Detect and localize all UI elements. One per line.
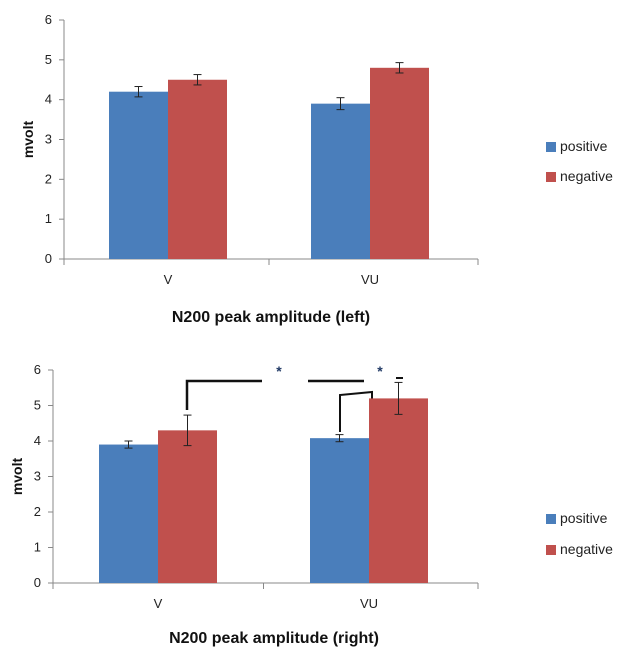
significance-star: * (377, 363, 383, 379)
legend-swatch-positive (546, 142, 556, 152)
bar-negative-vu (369, 398, 428, 583)
y-axis-label: mvolt (9, 457, 25, 495)
bar-positive-vu (310, 438, 369, 583)
x-category-label: VU (360, 596, 378, 611)
significance-bracket-vu-inner (339, 390, 373, 432)
chart-title: N200 peak amplitude (left) (172, 309, 370, 326)
y-tick-label: 0 (34, 575, 41, 590)
x-category-label: V (164, 272, 173, 287)
x-category-label: VU (361, 272, 379, 287)
y-tick-label: 0 (45, 251, 52, 266)
chart-panel-2: 0 1 2 3 4 5 6 V VU mvolt N200 peak amplitude (righ… (9, 362, 613, 647)
y-axis-label: mvolt (20, 120, 36, 158)
bar-positive-v (109, 91, 168, 259)
x-category-label: V (154, 596, 163, 611)
y-tick-label: 6 (34, 362, 41, 377)
legend-label-positive: positive (560, 510, 608, 526)
legend-label-negative: negative (560, 541, 613, 557)
legend-label-positive: positive (560, 138, 608, 154)
y-tick-label: 2 (45, 171, 52, 186)
legend-swatch-negative (546, 172, 556, 182)
y-tick-label: 3 (34, 469, 41, 484)
chart-title: N200 peak amplitude (right) (169, 630, 379, 647)
y-tick-label: 4 (34, 433, 41, 448)
y-tick-label: 6 (45, 12, 52, 27)
chart-panel-1: 0 1 2 3 4 5 6 V VU mvolt N200 peak amplitude (left… (20, 12, 613, 326)
y-tick-label: 5 (34, 398, 41, 413)
bar-negative-v (158, 430, 217, 583)
y-tick-label: 1 (45, 211, 52, 226)
legend-swatch-positive (546, 514, 556, 524)
y-tick-label: 1 (34, 540, 41, 555)
bar-negative-vu (370, 67, 429, 259)
bar-negative-v (168, 79, 227, 259)
legend-label-negative: negative (560, 168, 613, 184)
significance-star: * (276, 363, 282, 379)
y-tick-label: 4 (45, 92, 52, 107)
bar-positive-v (99, 444, 158, 583)
y-tick-label: 2 (34, 504, 41, 519)
y-tick-label: 5 (45, 52, 52, 67)
significance-bracket-v (185, 379, 262, 410)
legend-swatch-negative (546, 545, 556, 555)
bar-positive-vu (311, 103, 370, 260)
y-tick-label: 3 (45, 132, 52, 147)
